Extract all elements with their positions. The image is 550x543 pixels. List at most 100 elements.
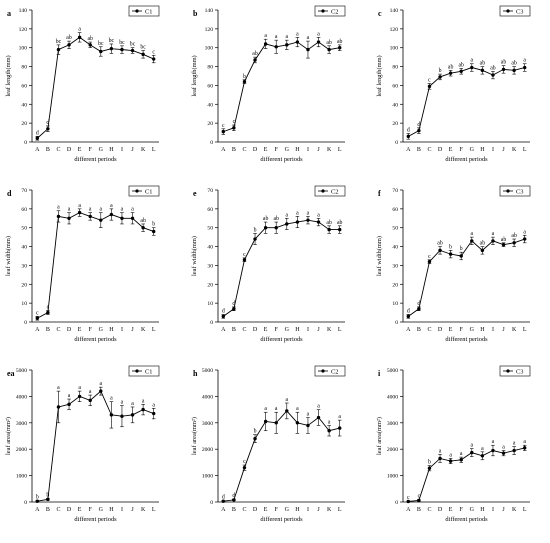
y-tick-label: 140 [205, 8, 214, 14]
legend-box [499, 365, 531, 377]
y-tick-label: 30 [207, 263, 213, 269]
x-tick-label: D [67, 327, 72, 333]
significance-letter: d [407, 128, 410, 134]
x-tick-label: F [89, 507, 93, 513]
significance-letter: c [233, 119, 236, 125]
y-tick-label: 4000 [16, 394, 27, 400]
significance-letter: c [36, 310, 39, 316]
significance-letter: b [428, 460, 431, 466]
legend-marker [321, 9, 325, 13]
y-tick-label: 20 [21, 121, 27, 127]
legend-marker [135, 369, 139, 373]
significance-letter: b [46, 493, 49, 499]
significance-letter: a [110, 396, 113, 402]
data-point [406, 499, 410, 504]
x-tick-label: B [232, 327, 236, 333]
x-tick-label: D [67, 147, 72, 153]
x-tick-label: I [121, 327, 123, 333]
significance-letter: d [222, 308, 225, 314]
data-point [491, 448, 495, 453]
y-axis-title: leaf area(mm²) [5, 417, 12, 455]
data-point [88, 43, 92, 47]
data-point [56, 405, 61, 409]
x-tick-label: K [327, 147, 332, 153]
data-point [253, 58, 257, 62]
data-point [523, 446, 527, 450]
x-axis-title: different periods [260, 156, 303, 163]
significance-letter: a [131, 207, 134, 213]
y-tick-label: 50 [392, 226, 398, 232]
data-point [242, 465, 247, 470]
x-tick-label: E [78, 507, 82, 513]
series-line [223, 410, 340, 502]
y-tick-label: 2000 [16, 447, 27, 453]
significance-letter: ab [448, 64, 454, 70]
x-tick-label: J [131, 507, 134, 513]
x-tick-label: G [99, 327, 104, 333]
data-point [480, 454, 485, 458]
x-tick-label: L [338, 147, 342, 153]
data-point [438, 75, 442, 79]
significance-letter: c [152, 49, 155, 55]
y-tick-label: 3000 [387, 421, 398, 427]
y-tick-label: 100 [19, 46, 28, 52]
data-point [417, 307, 421, 311]
significance-letter: ab [66, 35, 72, 41]
y-tick-label: 2000 [387, 447, 398, 453]
significance-letter: ab [337, 220, 343, 226]
y-tick-label: 3000 [16, 421, 27, 427]
series-line [223, 41, 340, 133]
significance-letter: a [471, 231, 474, 237]
legend-marker [506, 9, 510, 13]
panel-letter: i [378, 369, 381, 378]
y-tick-label: 70 [21, 188, 27, 194]
significance-letter: a [275, 406, 278, 412]
significance-letter: d [232, 493, 235, 499]
data-point [417, 128, 421, 133]
x-tick-label: J [131, 147, 134, 153]
significance-letter: a [89, 389, 92, 395]
significance-letter: d [222, 495, 225, 501]
x-tick-label: I [121, 507, 123, 513]
significance-letter: b [36, 495, 39, 501]
significance-letter: b [449, 244, 452, 250]
significance-letter: a [78, 385, 81, 391]
significance-letter: d [407, 308, 410, 314]
x-tick-label: J [502, 327, 505, 333]
significance-letter: ab [437, 241, 443, 247]
x-tick-label: G [470, 507, 475, 513]
x-tick-label: L [523, 507, 527, 513]
significance-letter: d [417, 122, 420, 128]
data-point [130, 216, 135, 220]
x-tick-label: F [460, 147, 464, 153]
significance-letter: a [471, 58, 474, 64]
significance-letter: a [492, 231, 495, 237]
y-tick-label: 60 [392, 207, 398, 213]
data-point [491, 73, 495, 77]
significance-letter: ab [252, 51, 258, 57]
x-tick-label: K [512, 147, 517, 153]
x-tick-label: L [523, 147, 527, 153]
y-tick-label: 120 [19, 27, 28, 33]
y-tick-label: 5000 [387, 368, 398, 374]
y-tick-label: 0 [395, 320, 398, 326]
legend-label: C3 [516, 9, 523, 16]
y-tick-label: 20 [392, 282, 398, 288]
legend-label: C1 [145, 9, 152, 16]
data-point [67, 43, 71, 47]
panel-letter: b [193, 9, 198, 18]
y-tick-label: 0 [210, 140, 213, 146]
data-point [109, 413, 114, 417]
x-tick-label: B [417, 327, 421, 333]
data-point [152, 57, 156, 61]
data-point [480, 68, 485, 73]
x-tick-label: F [460, 327, 464, 333]
x-tick-label: I [307, 327, 309, 333]
y-axis-title: leaf width(mm) [191, 236, 198, 276]
y-axis-title: leaf area(mm²) [376, 417, 383, 455]
significance-letter: c [243, 252, 246, 258]
x-tick-label: E [78, 327, 82, 333]
y-tick-label: 70 [207, 188, 213, 194]
x-tick-label: F [89, 327, 93, 333]
y-axis-title: leaf length(mm) [376, 55, 383, 96]
